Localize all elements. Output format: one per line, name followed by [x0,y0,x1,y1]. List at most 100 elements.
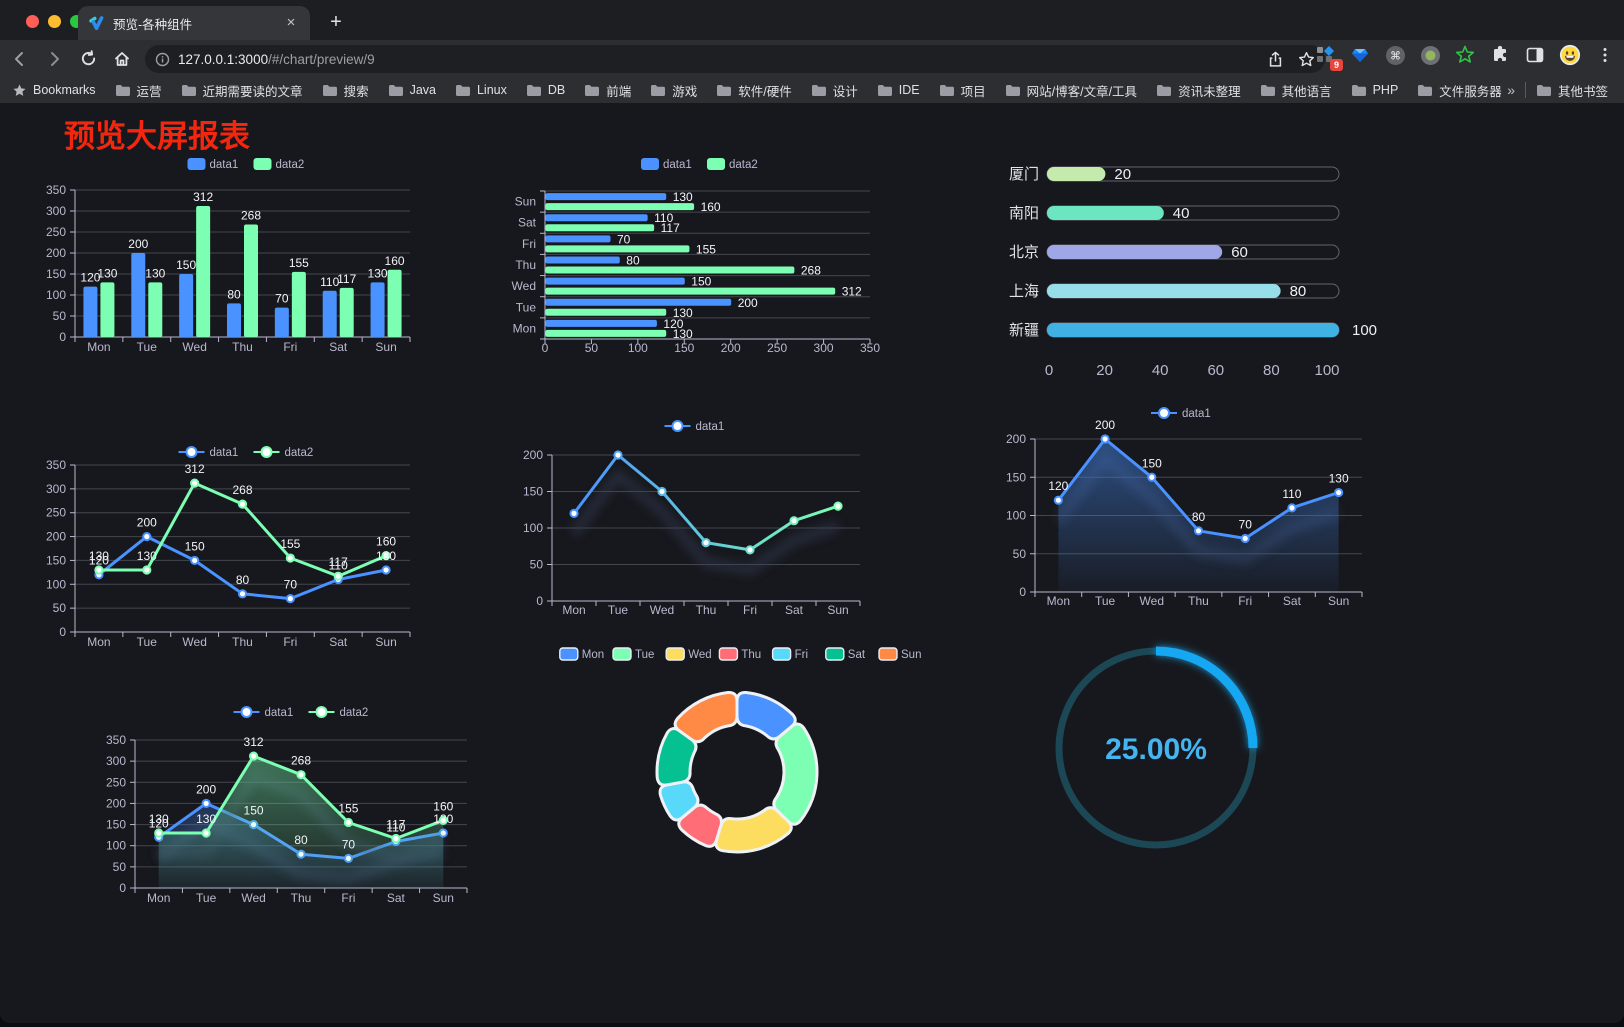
svg-text:Thu: Thu [741,649,761,661]
bookmark-folder[interactable]: 软件/硬件 [716,81,792,100]
bookmarks-star-icon [13,84,26,96]
svg-text:155: 155 [280,537,300,551]
bookmark-folder[interactable]: Java [388,83,436,97]
bookmarks-divider [1524,82,1526,98]
bookmark-folder-label: 搜索 [343,84,369,99]
minimize-window-button[interactable] [48,15,61,28]
svg-text:0: 0 [59,625,66,639]
bookmark-folder[interactable]: 网站/博客/文章/工具 [1005,81,1137,100]
svg-text:⌘: ⌘ [1390,50,1401,62]
bookmark-folder[interactable]: 文件服务器 [1417,81,1502,100]
bookmark-folder[interactable]: PHP [1351,83,1398,97]
tab-favicon [89,15,104,30]
bookmark-folder[interactable]: 运营 [115,81,162,100]
share-icon[interactable] [1267,51,1284,68]
other-bookmarks[interactable]: 其他书签 [1536,81,1608,100]
bookmark-folder[interactable]: 其他语言 [1260,81,1332,100]
browser-tab[interactable]: 预览-各种组件 × [78,6,310,40]
bookmark-folder-label: Java [409,83,436,97]
extension-diamond-icon[interactable] [1349,44,1371,66]
svg-text:150: 150 [674,341,694,355]
svg-text:120: 120 [149,816,169,830]
svg-text:Tue: Tue [608,603,629,617]
extensions-row: 9 ⌘ [1314,44,1616,71]
svg-text:300: 300 [814,341,834,355]
svg-text:Tue: Tue [137,635,158,649]
folder-icon [585,84,600,96]
bookmark-folder[interactable]: 资讯未整理 [1156,81,1241,100]
bookmark-folder[interactable]: Linux [455,83,507,97]
bookmark-star-icon[interactable] [1298,51,1315,68]
svg-text:Wed: Wed [688,649,711,661]
bookmark-folder[interactable]: 搜索 [322,81,369,100]
home-button[interactable] [108,45,136,73]
svg-text:120: 120 [663,317,683,331]
svg-text:200: 200 [721,341,741,355]
browser-toolbar: 127.0.0.1:3000/#/chart/preview/9 9 ⌘ [0,40,1624,77]
svg-text:117: 117 [329,555,348,569]
svg-text:155: 155 [696,242,716,256]
folder-icon [1418,84,1433,96]
reload-icon [81,50,95,66]
bookmark-folder[interactable]: 前端 [584,81,631,100]
site-info-icon[interactable] [155,52,170,67]
svg-text:100: 100 [628,341,648,355]
svg-text:data2: data2 [276,159,305,171]
svg-text:70: 70 [342,837,356,851]
svg-text:268: 268 [241,208,261,222]
svg-text:Fri: Fri [1238,594,1252,608]
new-tab-button[interactable]: + [330,11,342,33]
side-panel-icon[interactable] [1524,44,1546,66]
extensions-puzzle-icon[interactable] [1489,44,1511,66]
svg-text:130: 130 [673,190,693,204]
bookmark-folder[interactable]: 设计 [811,81,858,100]
svg-text:0: 0 [1045,362,1053,379]
svg-text:80: 80 [626,254,640,268]
bookmark-folder[interactable]: 近期需要读的文章 [181,81,303,100]
bookmarks-manager[interactable]: Bookmarks [12,83,96,98]
svg-text:200: 200 [196,782,216,796]
svg-text:0: 0 [542,341,549,355]
folder-icon [181,84,196,96]
folder-icon [1351,84,1366,96]
svg-text:312: 312 [193,190,213,204]
close-window-button[interactable] [26,15,39,28]
browser-menu-kebab-icon[interactable] [1594,44,1616,66]
svg-text:80: 80 [1263,362,1280,379]
reload-button[interactable] [74,45,102,73]
svg-text:150: 150 [1006,470,1026,484]
svg-text:160: 160 [385,254,405,268]
bookmark-folder-label: IDE [898,83,920,97]
bookmark-folder[interactable]: 项目 [939,81,986,100]
svg-text:50: 50 [113,860,127,874]
bookmark-folder[interactable]: 游戏 [650,81,697,100]
city-progress-bar-chart: 厦门 20 南阳 40 北京 60 上海 80 新疆 100 0 20 40 60 80 100 [995,148,1395,393]
extension-record-icon[interactable] [1419,44,1441,66]
extension-green-star-icon[interactable] [1454,44,1476,66]
svg-text:160: 160 [701,200,721,214]
extension-command-icon[interactable]: ⌘ [1384,44,1406,66]
home-icon [115,51,129,66]
bookmark-folder[interactable]: IDE [877,83,920,97]
folder-icon [939,84,954,96]
forward-button[interactable] [40,45,68,73]
address-bar[interactable]: 127.0.0.1:3000/#/chart/preview/9 [145,45,1325,73]
back-button[interactable] [6,45,34,73]
svg-text:Mon: Mon [147,891,170,905]
profile-avatar[interactable] [1559,44,1581,66]
bookmarks-overflow-chevron[interactable]: » [1507,82,1515,98]
tab-close-button[interactable]: × [286,14,296,31]
svg-text:Mon: Mon [513,321,536,335]
bookmark-folder[interactable]: DB [526,83,565,97]
extension-tabs-grid-icon[interactable]: 9 [1314,44,1343,71]
svg-text:200: 200 [46,530,66,544]
svg-text:Sat: Sat [329,340,348,354]
svg-text:100: 100 [1352,322,1377,339]
svg-text:350: 350 [860,341,880,355]
svg-text:Tue: Tue [516,300,537,314]
svg-text:data1: data1 [696,421,725,433]
svg-text:268: 268 [232,483,252,497]
svg-text:200: 200 [128,237,148,251]
two-series-line-chart: data1 data2 0 50 100 150 200 250 300 350 Mon Tue Wed… [40,423,455,658]
bookmark-folder-label: Linux [476,83,507,97]
